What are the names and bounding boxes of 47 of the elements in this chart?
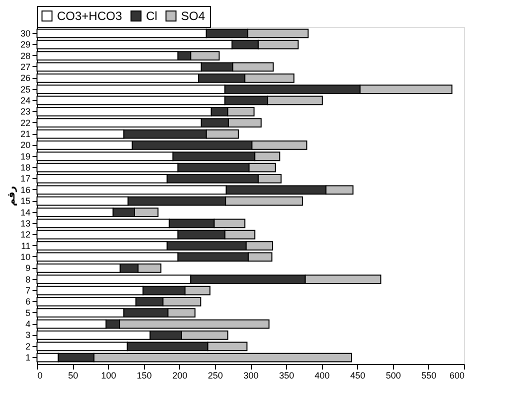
x-tick-label: 350	[279, 370, 294, 380]
y-tick-label: 20	[20, 140, 30, 150]
y-tick-label: 2	[25, 341, 30, 352]
y-tick-label: 7	[25, 286, 30, 296]
y-tick-label: 22	[20, 118, 30, 128]
y-tick-label: 1	[25, 352, 30, 363]
x-tick-label: 600	[449, 370, 464, 380]
x-tick-label: 100	[101, 370, 116, 380]
y-tick-label: 29	[20, 40, 30, 50]
y-tick-label: 4	[25, 319, 30, 330]
y-tick-label: 18	[20, 162, 30, 173]
y-tick-label: 16	[20, 184, 30, 195]
y-tick-label: 24	[20, 95, 30, 106]
y-tick-label: 13	[20, 218, 30, 228]
x-tick-label: 250	[208, 370, 223, 380]
legend-label: SO4	[181, 9, 206, 23]
y-tick-label: 19	[20, 151, 30, 162]
y-tick-label: 21	[20, 129, 30, 140]
y-tick-label: 3	[25, 330, 30, 340]
y-tick-label: 14	[20, 207, 30, 218]
x-tick-label: 150	[136, 370, 152, 380]
y-tick-label: 11	[21, 240, 30, 251]
y-tick-label: 5	[25, 308, 30, 318]
legend-label: Cl	[146, 9, 158, 23]
y-axis-title: رقم	[6, 186, 18, 206]
y-tick-label: 10	[20, 252, 30, 262]
x-tick-label: 0	[38, 370, 43, 380]
y-tick-label: 23	[20, 106, 30, 117]
x-tick-label: 550	[421, 370, 436, 380]
y-tick-label: 27	[20, 62, 30, 72]
y-tick-label: 12	[20, 230, 30, 240]
y-tick-label: 6	[25, 296, 30, 307]
y-tick-label: 28	[20, 50, 30, 61]
y-tick-label: 30	[20, 28, 30, 38]
y-tick-label: 25	[20, 84, 30, 94]
x-tick-label: 400	[314, 370, 330, 380]
x-tick-label: 300	[243, 370, 259, 380]
x-tick-label: 200	[172, 370, 188, 380]
y-tick-label: 17	[20, 174, 30, 184]
y-tick-label: 8	[25, 274, 30, 284]
x-tick-label: 450	[350, 370, 366, 380]
legend-label: CO3+HCO3	[57, 9, 122, 23]
x-tick-label: 50	[68, 370, 78, 380]
y-tick-label: 9	[25, 263, 30, 274]
y-tick-label: 15	[20, 196, 30, 206]
y-tick-label: 26	[20, 73, 30, 84]
x-tick-label: 500	[386, 370, 401, 380]
